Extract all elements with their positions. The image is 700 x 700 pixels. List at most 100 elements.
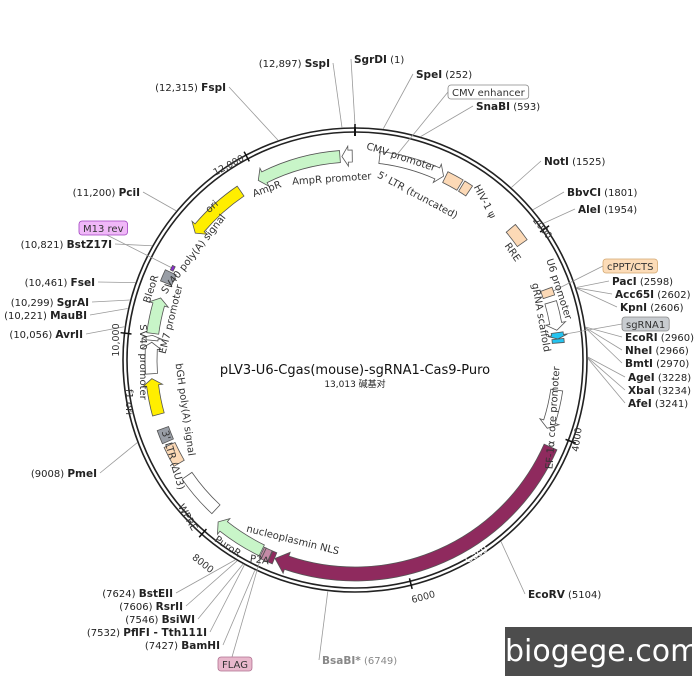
site-leader-line <box>576 287 618 308</box>
site-name: NotI <box>544 156 569 168</box>
site-fspi[interactable]: (12,315) FspI <box>155 82 226 94</box>
site-name: SnaBI <box>476 101 510 113</box>
site-bsiwi[interactable]: (7546) BsiWI <box>125 614 195 626</box>
feature-wpre[interactable] <box>181 471 221 515</box>
site-leader-line <box>142 191 177 212</box>
feature-tag-flag[interactable]: FLAG <box>217 656 253 672</box>
tag-label: M13 rev <box>83 224 124 235</box>
site-position: (2970) <box>656 359 689 370</box>
site-position: (593) <box>513 102 540 113</box>
site-position: (11,200) <box>73 188 116 199</box>
site-bstz17i[interactable]: (10,821) BstZ17I <box>21 239 112 251</box>
site-alei[interactable]: AleI (1954) <box>578 204 637 216</box>
feature-hiv-1[interactable] <box>458 180 474 197</box>
feature-ef-1-core-promoter[interactable] <box>538 388 564 429</box>
site-leader-line <box>576 280 610 288</box>
feature-sv40-promoter[interactable] <box>139 341 163 375</box>
backbone-circle <box>122 124 588 593</box>
feature-bgh-poly-a-signal[interactable] <box>156 426 174 445</box>
site-leader-line <box>89 308 128 316</box>
site-name: BsiWI <box>162 614 195 626</box>
site-position: (6749) <box>364 656 397 667</box>
tick-label: 2000 <box>530 216 554 242</box>
site-leader-line <box>382 73 414 129</box>
feature-nucleoplasmin-nls[interactable] <box>267 550 278 565</box>
tick-mark <box>198 528 208 538</box>
site-leader-line <box>543 208 576 224</box>
site-bsabi[interactable]: BsaBI* (6749) <box>322 655 397 667</box>
site-pflfi-tth111i[interactable]: (7532) PflFI - Tth111I <box>87 627 207 639</box>
site-leader-line <box>222 570 256 646</box>
plasmid-length: 13,013 碱基对 <box>324 378 385 390</box>
site-leader-line <box>91 299 130 303</box>
site-ecori[interactable]: EcoRI (2960) <box>625 332 694 344</box>
feature-label-f1-ori: f1 ori <box>123 389 134 415</box>
site-paci[interactable]: PacI (2598) <box>612 276 673 288</box>
tick-mark <box>120 331 132 335</box>
feature-bleor[interactable] <box>146 297 170 335</box>
site-rsrii[interactable]: (7606) RsrII <box>119 601 183 613</box>
site-name: FseI <box>71 277 95 289</box>
site-pmei[interactable]: (9008) PmeI <box>31 468 97 480</box>
site-bmti[interactable]: BmtI (2970) <box>625 358 689 370</box>
site-bsteii[interactable]: (7624) BstEII <box>102 588 173 600</box>
tick-label: 10,000 <box>111 323 122 356</box>
site-leader-line <box>228 86 279 141</box>
feature-sv40-poly-a-signal[interactable] <box>159 269 177 286</box>
feature-sgrna1[interactable] <box>547 331 568 340</box>
site-spei[interactable]: SpeI (252) <box>416 69 472 81</box>
feature-puror[interactable] <box>217 517 265 557</box>
site-name: SgrDI <box>354 54 387 66</box>
site-pcii[interactable]: (11,200) PciI <box>73 187 140 199</box>
site-name: MauBI <box>50 310 87 322</box>
site-name: AgeI <box>628 372 655 384</box>
site-kpni[interactable]: KpnI (2606) <box>620 302 684 314</box>
site-leader-line <box>587 358 626 404</box>
site-sspi[interactable]: (12,897) SspI <box>259 58 330 70</box>
site-position: (10,821) <box>21 240 64 251</box>
site-name: SspI <box>305 58 330 70</box>
feature-grna-scaffold[interactable] <box>551 337 565 344</box>
site-snabi[interactable]: SnaBI (593) <box>476 101 540 113</box>
feature-3-ltr-u3[interactable] <box>163 441 185 467</box>
site-ecorv[interactable]: EcoRV (5104) <box>528 589 601 601</box>
site-sgrdi[interactable]: SgrDI (1) <box>354 54 404 66</box>
feature-cas9[interactable] <box>274 443 558 582</box>
feature-cppt-cts[interactable] <box>540 286 556 300</box>
feature-label-hiv-psi: HIV-1 ψ <box>471 183 498 221</box>
feature-flag[interactable] <box>258 546 267 560</box>
feature-m13-rev[interactable] <box>169 264 176 272</box>
feature-cmv-promoter[interactable] <box>378 151 445 184</box>
site-afei[interactable]: AfeI (3241) <box>628 398 688 410</box>
site-bamhi[interactable]: (7427) BamHI <box>145 640 220 652</box>
site-name: PacI <box>612 276 637 288</box>
feature-label-em7-promoter: EM7 promoter <box>158 283 186 355</box>
feature-tag-cppt-cts[interactable]: cPPT/CTS <box>602 258 658 274</box>
site-acc65i[interactable]: Acc65I (2602) <box>615 289 691 301</box>
site-fsei[interactable]: (10,461) FseI <box>25 277 95 289</box>
site-maubi[interactable]: (10,221) MauBI <box>4 310 87 322</box>
feature-ampr-promoter[interactable] <box>341 144 353 168</box>
feature-tag-m13-rev[interactable]: M13 rev <box>78 220 128 236</box>
feature-em7-promoter[interactable] <box>142 334 163 342</box>
site-noti[interactable]: NotI (1525) <box>544 156 605 168</box>
site-name: FspI <box>201 82 226 94</box>
site-agei[interactable]: AgeI (3228) <box>628 372 691 384</box>
site-nhei[interactable]: NheI (2966) <box>625 345 689 357</box>
feature-ori[interactable] <box>191 185 245 235</box>
feature-ampr[interactable] <box>257 150 341 188</box>
feature-tag-cmv-enhancer[interactable]: CMV enhancer <box>447 84 530 100</box>
feature-u6-promoter[interactable] <box>544 300 567 331</box>
site-leader-line <box>587 357 626 391</box>
site-sgrai[interactable]: (10,299) SgrAI <box>11 297 89 309</box>
site-bbvci[interactable]: BbvCI (1801) <box>567 187 638 199</box>
site-name: PflFI - Tth111I <box>123 627 207 639</box>
feature-5-ltr-truncated[interactable] <box>442 171 464 191</box>
site-position: (3241) <box>655 399 688 410</box>
site-avrii[interactable]: (10,056) AvrII <box>9 329 83 341</box>
feature-tag-sgrna1[interactable]: sgRNA1 <box>621 316 670 332</box>
feature-rre[interactable] <box>505 223 528 248</box>
site-xbai[interactable]: XbaI (3234) <box>628 385 691 397</box>
feature-f1-ori[interactable] <box>141 378 165 417</box>
